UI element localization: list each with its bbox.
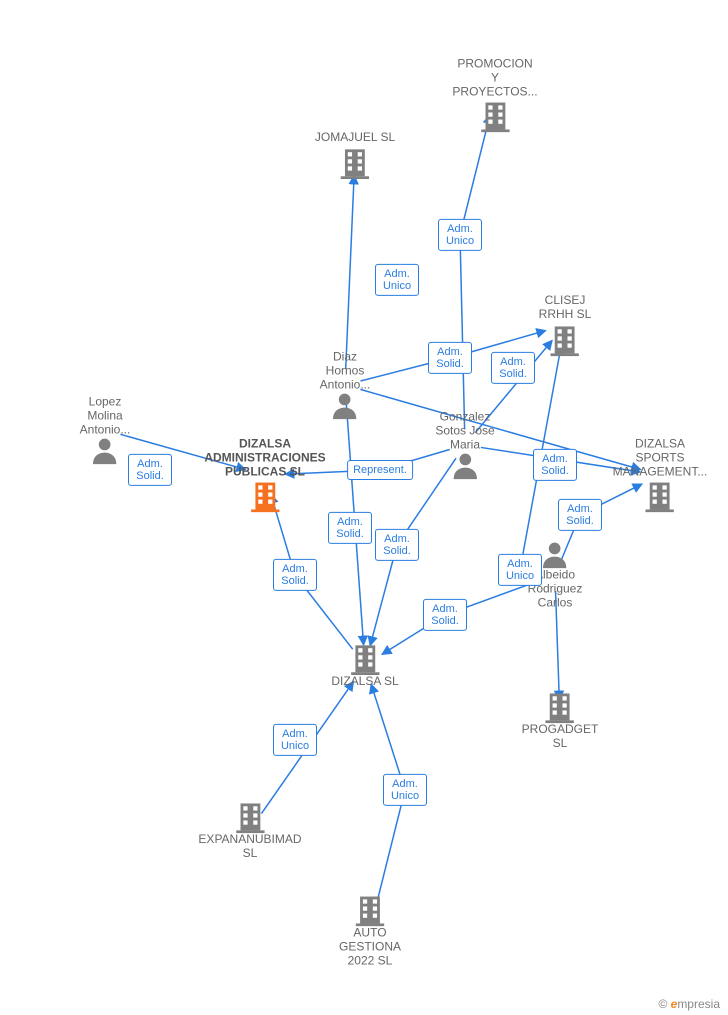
edge-label-gonzalez-dizalsa_ap: Represent. [347, 460, 413, 480]
node-dizalsa_ap[interactable]: DIZALSAADMINISTRACIONESPUBLICAS SL [204, 437, 325, 512]
node-promocion[interactable]: PROMOCIONYPROYECTOS... [452, 57, 537, 132]
node-dizalsa_sl[interactable]: DIZALSA SL [331, 641, 398, 689]
node-label: EXPANANUBIMADSL [198, 833, 301, 861]
node-progadget[interactable]: PROGADGETSL [522, 689, 599, 751]
node-label: CLISEJRRHH SL [539, 294, 592, 322]
node-label: DIZALSAADMINISTRACIONESPUBLICAS SL [204, 437, 325, 478]
node-expanan[interactable]: EXPANANUBIMADSL [198, 799, 301, 861]
node-label: PROGADGETSL [522, 723, 599, 751]
edge-label-albeido-dizalsa_sl: Adm.Solid. [423, 599, 467, 631]
edge-label-diaz-dizalsa_sl: Adm.Solid. [328, 512, 372, 544]
edge-diaz-diz_sports [360, 389, 640, 469]
network-diagram: { "canvas": {"width": 728, "height": 101… [0, 0, 728, 1015]
node-label: LopezMolinaAntonio... [80, 395, 131, 436]
edge-gonzalez-promocion [460, 114, 490, 429]
node-jomajuel[interactable]: JOMAJUEL SL [315, 131, 395, 179]
edge-label-diaz-clisej: Adm.Solid. [428, 342, 472, 374]
edge-label-albeido-diz_sports: Adm.Solid. [558, 499, 602, 531]
edge-label-lopez-dizalsa_ap: Adm.Solid. [128, 454, 172, 486]
edge-label-gonzalez-clisej: Adm.Solid. [491, 352, 535, 384]
edge-label-dizalsa_sl-autogest: Adm.Unico [383, 774, 427, 806]
node-label: DIZALSA SL [331, 675, 398, 689]
edge-label-albeido-clisej: Adm.Unico [498, 554, 542, 586]
node-gonzalez[interactable]: GonzalezSotos JoseMaria [435, 410, 494, 479]
node-label: PROMOCIONYPROYECTOS... [452, 57, 537, 98]
node-label: DIZALSASPORTSMANAGEMENT... [613, 437, 708, 478]
node-diz_sports[interactable]: DIZALSASPORTSMANAGEMENT... [613, 437, 708, 512]
node-clisej[interactable]: CLISEJRRHH SL [539, 294, 592, 356]
node-label: GonzalezSotos JoseMaria [435, 410, 494, 451]
edge-label-gonzalez-dizalsa_sl: Adm.Solid. [375, 529, 419, 561]
copyright: © empresia [658, 997, 720, 1011]
node-diaz[interactable]: DiazHornosAntonio... [320, 350, 371, 419]
edge-label-gonzalez-promocion: Adm.Unico [438, 219, 482, 251]
edge-diaz-jomajuel [346, 175, 354, 369]
node-lopez[interactable]: LopezMolinaAntonio... [80, 395, 131, 464]
node-label: AUTOGESTIONA2022 SL [339, 926, 401, 967]
edge-label-dizalsa_sl-expanan: Adm.Unico [273, 724, 317, 756]
edge-label-gonzalez-diz_sports: Adm.Solid. [533, 449, 577, 481]
node-label: JOMAJUEL SL [315, 131, 395, 145]
edge-label-dizalsa_sl-dizalsa_ap: Adm.Solid. [273, 559, 317, 591]
node-autogest[interactable]: AUTOGESTIONA2022 SL [339, 892, 401, 967]
edge-label-diaz-diz_sports: Adm. [515, 430, 559, 450]
edge-label-diaz-jomajuel: Adm.Unico [375, 264, 419, 296]
node-label: DiazHornosAntonio... [320, 350, 371, 391]
